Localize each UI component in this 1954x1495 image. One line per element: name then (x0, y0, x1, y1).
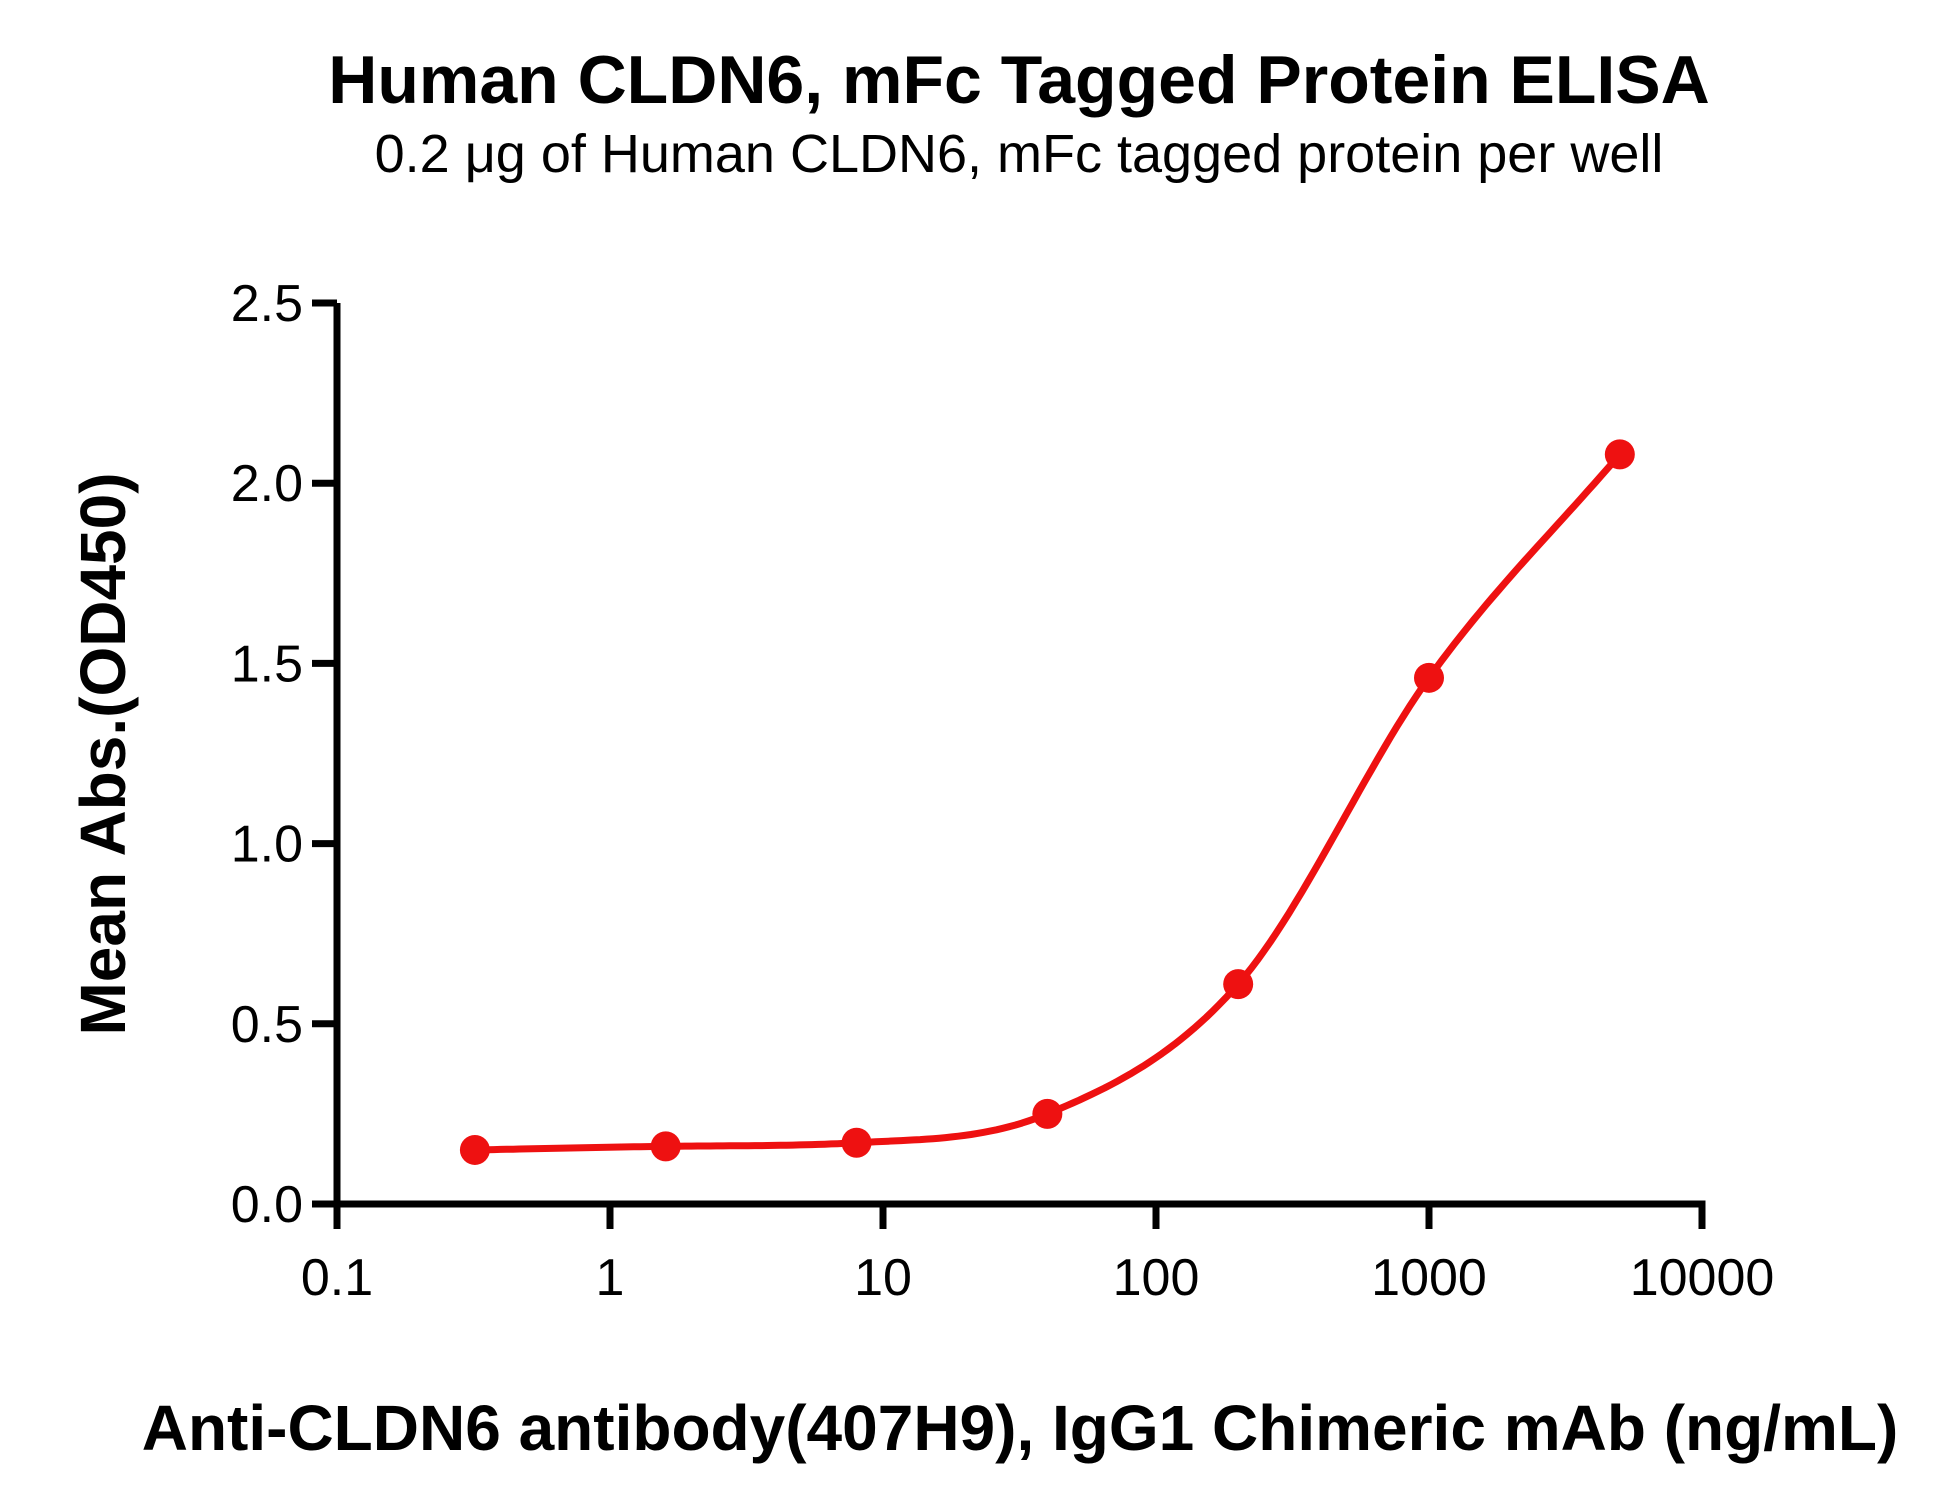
data-point (841, 1127, 872, 1158)
y-tick-label: 0.5 (231, 996, 303, 1054)
chart-title: Human CLDN6, mFc Tagged Protein ELISA (328, 42, 1710, 118)
chart-header: Human CLDN6, mFc Tagged Protein ELISA 0.… (80, 40, 1954, 186)
chart-subtitle: 0.2 μg of Human CLDN6, mFc tagged protei… (374, 124, 1664, 184)
x-tick-label: 1 (596, 1249, 625, 1307)
x-tick-label: 0.1 (301, 1249, 373, 1307)
y-tick-label: 2.5 (231, 275, 303, 333)
y-tick-label: 1.0 (231, 816, 303, 874)
x-tick-label: 1000 (1371, 1249, 1487, 1307)
data-point (459, 1134, 490, 1165)
x-tick-label: 100 (1113, 1249, 1200, 1307)
x-tick-label: 10 (854, 1249, 912, 1307)
data-point (1604, 439, 1635, 470)
x-tick-label: 10000 (1630, 1249, 1775, 1307)
data-point (1414, 662, 1444, 693)
data-point (1032, 1098, 1063, 1129)
y-tick-label: 1.5 (231, 635, 303, 693)
data-point (650, 1131, 681, 1162)
x-axis-label: Anti-CLDN6 antibody(407H9), IgG1 Chimeri… (141, 1392, 1899, 1464)
data-point (1223, 969, 1254, 1000)
y-tick-label: 2.0 (231, 455, 303, 513)
fit-curve (471, 450, 1624, 1154)
y-tick-label: 0.0 (231, 1176, 303, 1234)
